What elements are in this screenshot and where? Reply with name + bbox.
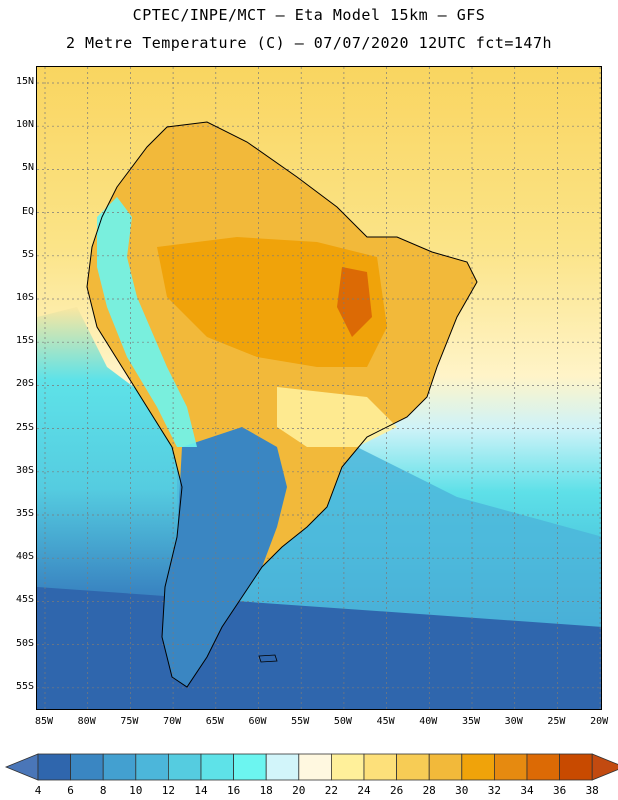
colorbar-label: 10 [129,784,143,797]
colorbar-swatch [102,753,137,781]
lon-label: 40W [419,716,438,727]
patagonia-cold [162,427,287,687]
lon-label: 35W [461,716,481,727]
lon-label: 80W [77,716,96,727]
colorbar-label: 24 [357,784,371,797]
lon-label: 30W [504,716,523,727]
lat-label: EQ [21,205,34,217]
lat-label: 45S [15,594,34,606]
colorbar-swatch [233,753,267,781]
colorbar-over-arrow [591,753,618,781]
colorbar-swatch [493,753,528,781]
colorbar-swatch [428,753,463,781]
lon-label: 25W [547,716,566,727]
map-canvas [37,67,601,709]
lon-label: 55W [291,716,310,727]
lon-label: 85W [34,716,54,727]
lat-label: 20S [15,378,34,390]
lon-label: 50W [333,716,352,727]
colorbar-label: 16 [226,784,241,797]
colorbar-label: 12 [161,784,176,797]
colorbar-swatch [70,753,104,781]
lon-label: 45W [376,716,395,727]
colorbar-label: 36 [552,784,567,797]
colorbar-swatch [298,753,332,781]
colorbar-swatch [167,753,202,781]
colorbar-swatch [396,753,430,781]
lon-label: 20W [590,716,609,727]
lat-label: 10N [15,119,34,131]
colorbar-label: 26 [389,784,404,797]
lon-label: 70W [163,716,182,727]
colorbar-label: 28 [422,784,436,797]
colorbar [4,753,618,781]
lon-label: 75W [120,716,139,727]
colorbar-label: 20 [292,784,306,797]
temperature-map [36,66,602,710]
lat-label: 15N [15,76,34,87]
hot-interior [157,237,387,367]
colorbar-swatch [526,753,560,781]
southeast-mild [277,387,397,447]
lat-label: 10S [15,292,34,303]
lat-label: 15S [15,335,34,347]
colorbar-under-arrow [4,753,39,781]
lat-label: 25S [15,421,34,433]
lat-label: 50S [15,637,34,649]
colorbar-swatch [363,753,397,781]
colorbar-swatch [559,753,593,781]
lat-label: 5S [21,248,34,260]
colorbar-label: 30 [455,784,469,797]
colorbar-swatch [135,753,169,781]
colorbar-label: 6 [67,784,74,797]
colorbar-label: 22 [324,784,339,797]
falkland-islands [258,654,278,663]
hotspot [337,267,372,337]
lat-label: 55S [15,680,34,692]
colorbar-label: 34 [520,784,534,797]
lon-label: 65W [205,716,224,727]
title-line-1: CPTEC/INPE/MCT – Eta Model 15km – GFS [132,6,486,24]
colorbar-swatch [265,753,300,781]
lon-label: 60W [248,716,267,727]
colorbar-label: 8 [99,784,107,797]
colorbar-swatch [37,753,71,781]
colorbar-label: 18 [259,784,273,797]
lat-label: 40S [15,551,34,563]
lat-label: 35S [15,508,34,519]
colorbar-swatch [200,753,234,781]
graticule [37,67,601,709]
coastline [86,121,478,688]
lat-label: 30S [15,464,34,476]
colorbar-label: 32 [487,784,502,797]
colorbar-swatch [330,753,365,781]
colorbar-label: 38 [585,784,599,797]
andes-cold-strip [97,197,197,447]
title-line-2: 2 Metre Temperature (C) – 07/07/2020 12U… [65,34,553,52]
lat-label: 5N [21,162,34,174]
colorbar-label: 4 [34,784,42,797]
colorbar-label: 14 [194,784,208,797]
colorbar-swatch [461,753,495,781]
